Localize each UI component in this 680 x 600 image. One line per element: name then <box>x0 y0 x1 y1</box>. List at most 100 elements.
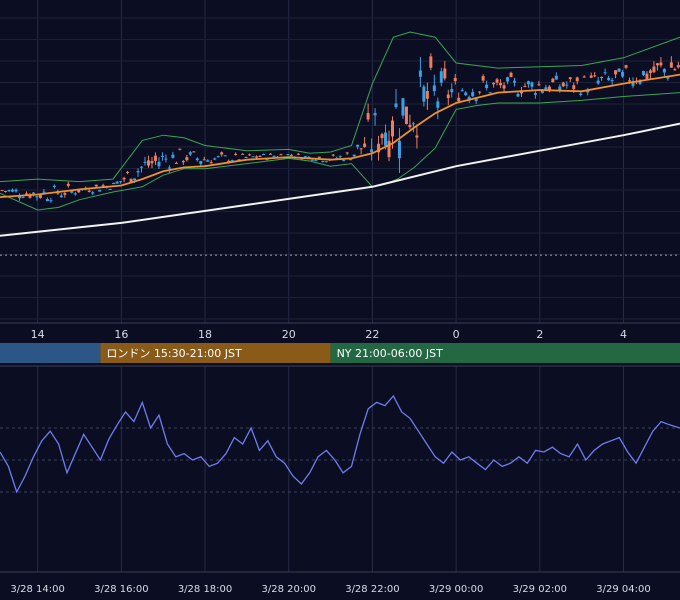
candle-body <box>558 86 562 90</box>
candle-body <box>272 155 276 157</box>
candle-body <box>209 162 213 164</box>
candle-body <box>126 171 130 173</box>
session-label: NY 21:00-06:00 JST <box>337 347 444 360</box>
moving-average-slow <box>0 122 680 237</box>
candle-body <box>359 148 363 150</box>
candle-body <box>526 81 530 85</box>
candle-body <box>530 82 534 87</box>
candle-body <box>338 156 342 158</box>
price-x-tick-label: 20 <box>282 328 296 341</box>
candle-body <box>178 148 182 150</box>
candle-body <box>467 96 471 101</box>
candle-body <box>589 75 593 78</box>
candle-body <box>568 77 572 80</box>
candle-body <box>192 151 196 153</box>
candle-body <box>296 153 300 155</box>
candle-body <box>213 158 217 160</box>
candle-body <box>115 181 119 184</box>
candle-body <box>146 160 150 166</box>
candle-body <box>418 70 422 77</box>
candle-body <box>575 77 579 82</box>
candle-body <box>478 91 482 93</box>
candle-body <box>136 171 140 173</box>
price-x-tick-label: 22 <box>365 328 379 341</box>
candle-body <box>14 189 18 192</box>
candle-body <box>352 154 356 157</box>
candle-body <box>631 81 635 86</box>
candle-body <box>492 82 496 85</box>
candle-body <box>35 196 39 198</box>
candle-body <box>223 155 227 157</box>
candle-body <box>655 63 659 66</box>
candle-body <box>397 140 401 159</box>
candle-body <box>119 181 123 183</box>
candle-body <box>73 193 77 195</box>
candle-body <box>321 160 325 163</box>
candle-body <box>373 113 377 116</box>
candle-body <box>404 106 408 125</box>
candle-body <box>603 72 607 74</box>
candle-body <box>227 160 231 162</box>
candle-body <box>167 167 171 169</box>
candle-body <box>150 161 154 164</box>
oscillator-pane[interactable]: 3/28 14:00 3/28 16:00 3/28 18:00 3/28 20:00… <box>0 365 680 595</box>
candle-body <box>415 135 419 138</box>
candle-body <box>652 66 656 73</box>
candle-body <box>286 154 290 156</box>
candle-body <box>101 185 105 187</box>
session-label: ロンドン 15:30-21:00 JST <box>106 347 242 360</box>
candle-body <box>268 153 272 155</box>
candle-body <box>610 80 614 82</box>
candle-body <box>621 71 625 77</box>
candle-body <box>42 191 46 193</box>
candle-body <box>248 154 252 156</box>
candle-body <box>63 193 67 195</box>
candle-body <box>471 92 475 97</box>
candle-body <box>199 160 203 164</box>
candle-body <box>391 120 395 137</box>
oscillator-x-tick-label: 3/28 16:00 <box>94 584 148 595</box>
candle-body <box>174 162 178 164</box>
candle-body <box>513 80 517 83</box>
candle-body <box>380 134 384 139</box>
bollinger-upper-band <box>0 31 680 183</box>
oscillator-x-tick-label: 3/28 18:00 <box>178 584 232 595</box>
bollinger-lower-band <box>0 92 680 211</box>
candle-body <box>457 97 461 102</box>
price-pane[interactable]: 14 16 18 20 22 0 2 4 <box>0 0 680 341</box>
candle-body <box>94 184 98 187</box>
price-x-tick-label: 16 <box>114 328 128 341</box>
candle-body <box>547 86 551 91</box>
candle-body <box>408 124 412 128</box>
candle-body <box>258 155 262 157</box>
candle-body <box>502 85 506 89</box>
candle-body <box>600 76 604 78</box>
candle-body <box>460 90 464 92</box>
candle-body <box>66 183 70 186</box>
candle-body <box>324 161 328 163</box>
candle-body <box>140 166 144 168</box>
candle-body <box>98 189 102 192</box>
candle-body <box>453 78 457 82</box>
candle-body <box>181 160 185 163</box>
candle-body <box>533 93 537 95</box>
candle-body <box>432 85 436 92</box>
candle-body <box>244 156 248 158</box>
session-block <box>100 343 331 363</box>
candle-body <box>436 101 440 108</box>
candle-body <box>628 80 632 82</box>
candle-body <box>331 154 335 156</box>
candle-body <box>38 194 42 198</box>
candle-body <box>495 79 499 83</box>
candle-body <box>481 76 485 81</box>
candle-body <box>216 156 220 158</box>
candle-body <box>363 143 367 148</box>
oscillator-x-tick-label: 3/29 00:00 <box>429 584 483 595</box>
candle-body <box>394 103 398 108</box>
candle-body <box>4 190 8 192</box>
candle-body <box>160 155 164 157</box>
candle-body <box>21 197 25 199</box>
candle-body <box>202 159 206 161</box>
candle-body <box>443 68 447 79</box>
